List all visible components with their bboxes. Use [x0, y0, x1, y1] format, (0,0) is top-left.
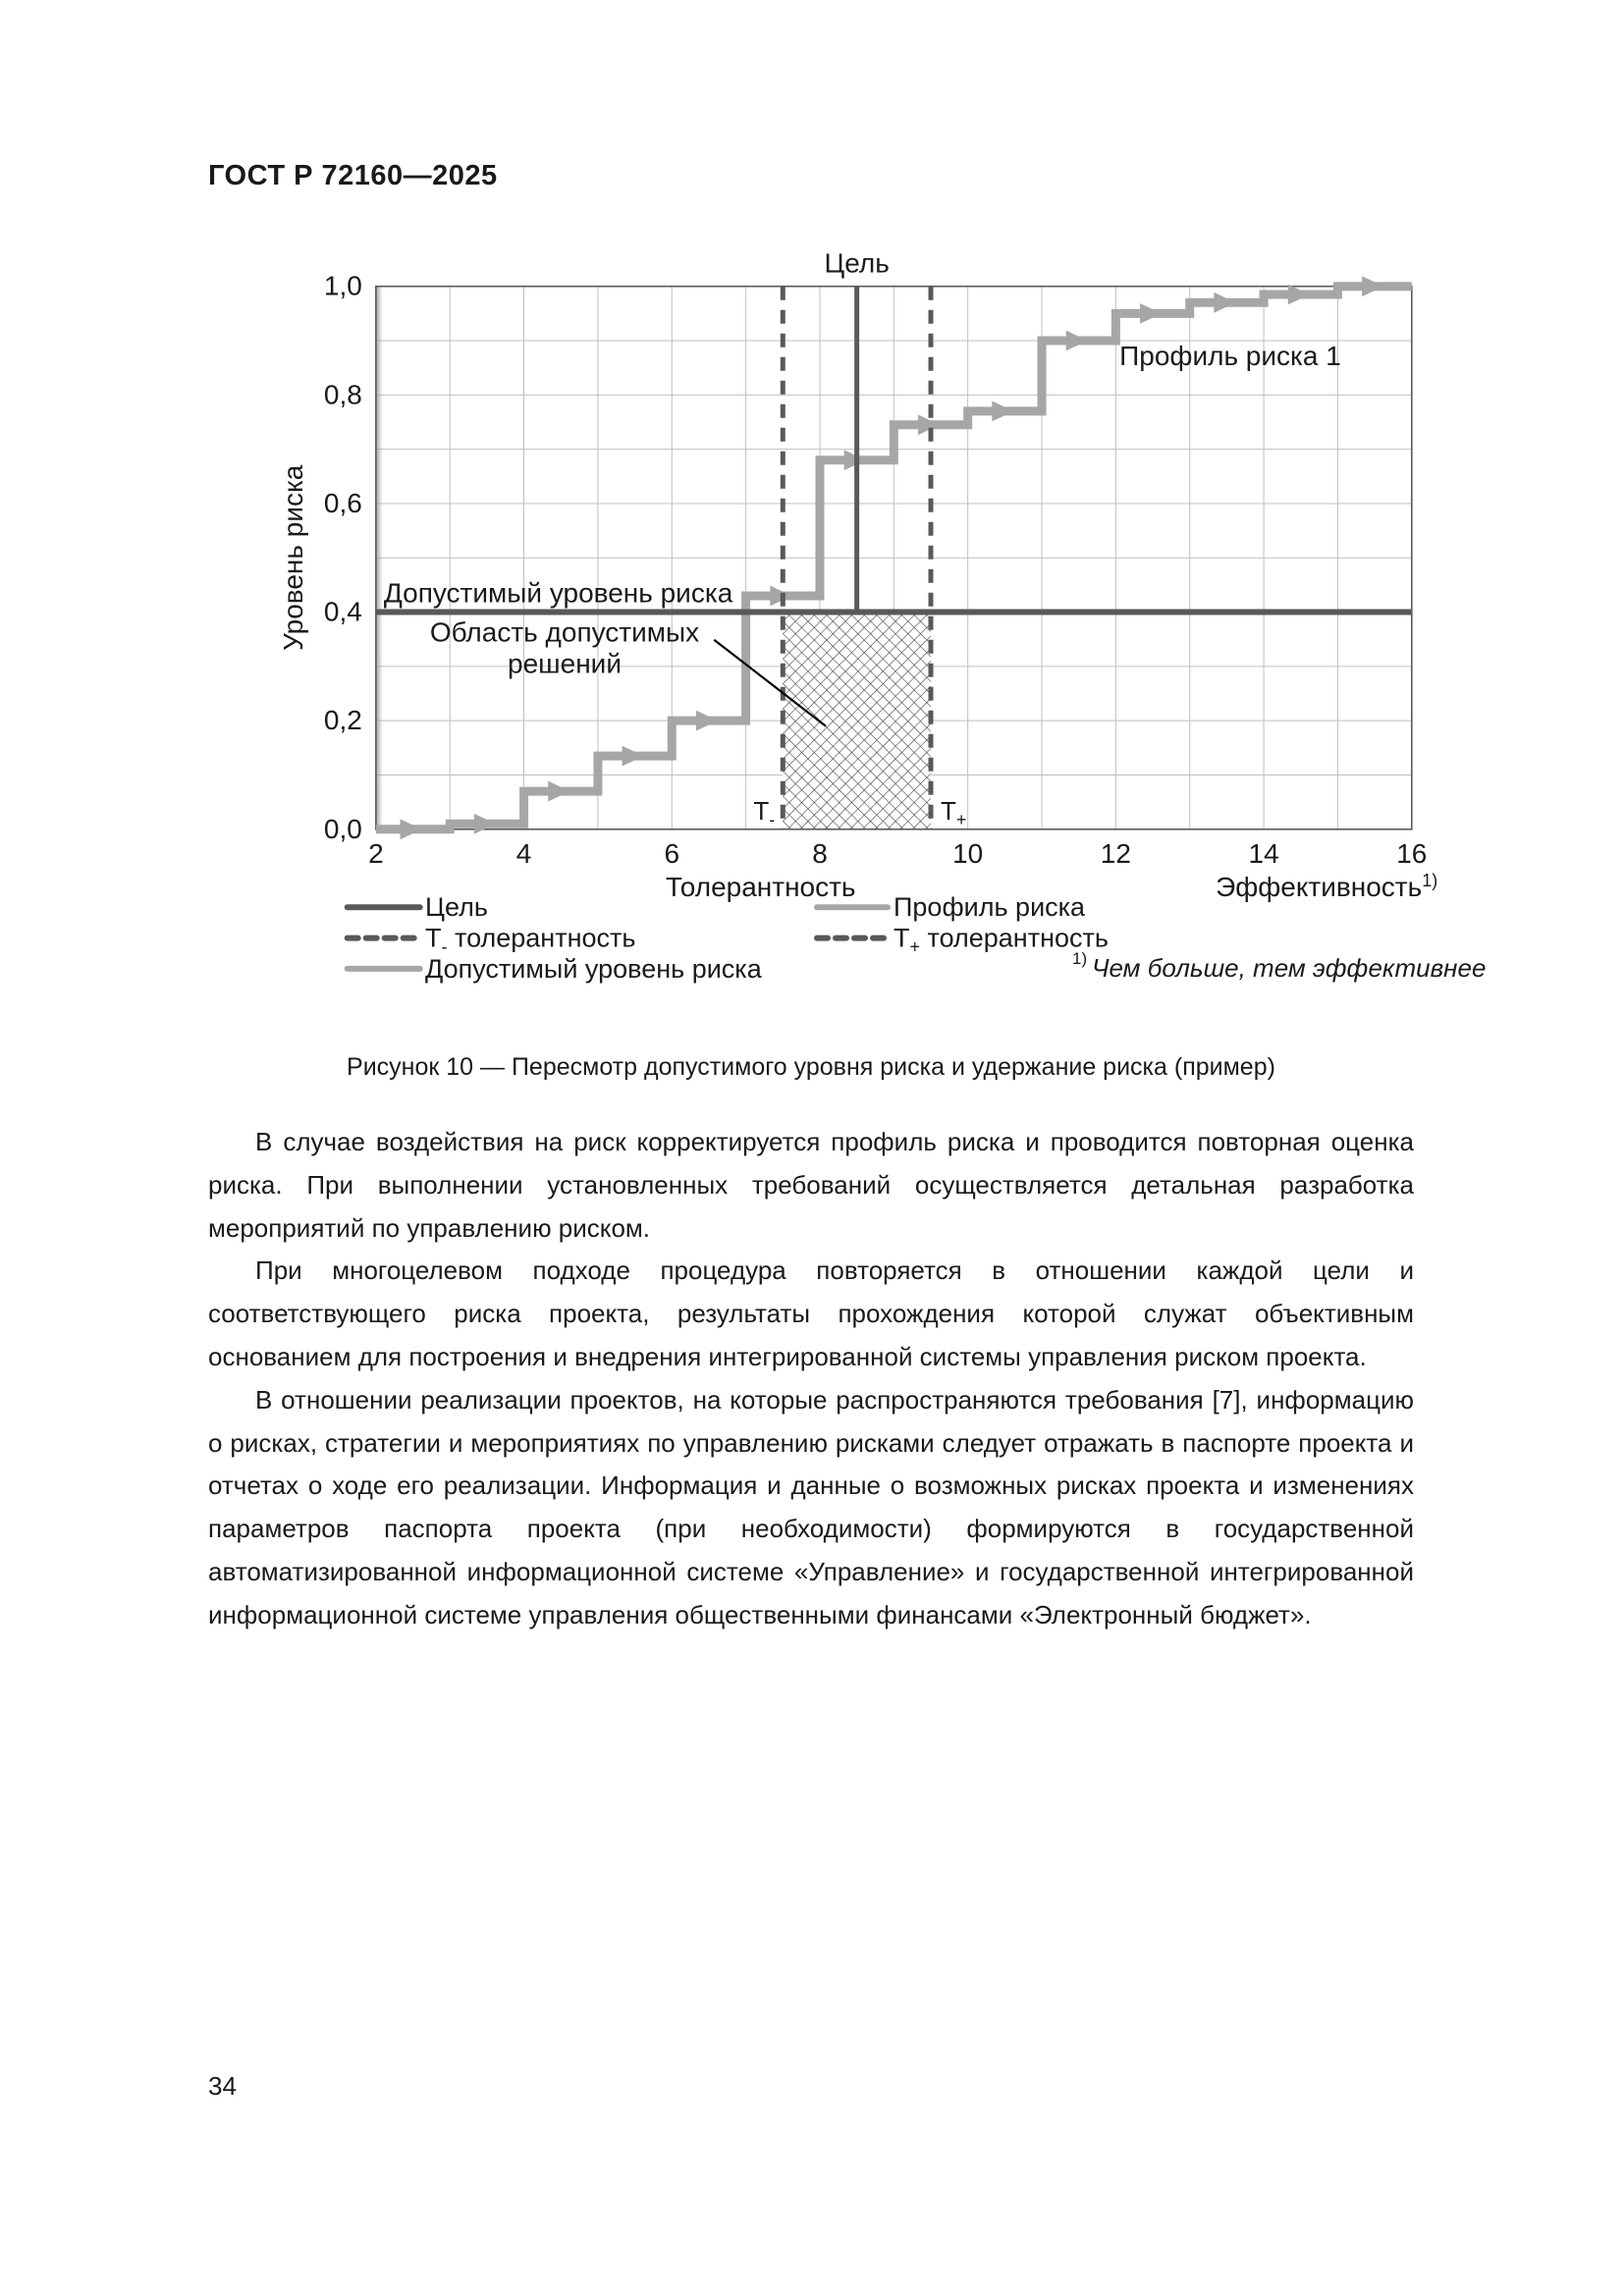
svg-text:решений: решений — [508, 649, 622, 679]
svg-text:Допустимый уровень риска: Допустимый уровень риска — [384, 578, 733, 609]
svg-text:0,8: 0,8 — [324, 379, 362, 409]
svg-text:12: 12 — [1101, 838, 1131, 869]
svg-text:0,2: 0,2 — [324, 705, 362, 735]
svg-text:Толерантность: Толерантность — [666, 872, 856, 902]
svg-text:Цель: Цель — [825, 248, 890, 279]
svg-text:4: 4 — [516, 838, 532, 869]
svg-text:Профиль риска: Профиль риска — [893, 892, 1086, 922]
svg-text:0,0: 0,0 — [324, 814, 362, 844]
svg-text:16: 16 — [1396, 838, 1427, 869]
svg-text:Эффективность1): Эффективность1) — [1216, 871, 1437, 902]
svg-text:T- толерантность: T- толерантность — [425, 924, 635, 957]
svg-text:10: 10 — [952, 838, 983, 869]
svg-text:Область допустимых: Область допустимых — [430, 617, 699, 648]
svg-text:8: 8 — [812, 838, 828, 869]
svg-text:0,6: 0,6 — [324, 488, 362, 518]
svg-text:14: 14 — [1249, 838, 1279, 869]
svg-text:Цель: Цель — [425, 892, 488, 922]
svg-text:0,4: 0,4 — [324, 597, 362, 627]
svg-text:1): 1) — [1072, 949, 1087, 968]
svg-text:Профиль риска 1: Профиль риска 1 — [1119, 341, 1341, 371]
svg-text:1,0: 1,0 — [324, 271, 362, 301]
svg-text:2: 2 — [368, 838, 384, 869]
svg-text:Чем больше, тем эффективнее: Чем больше, тем эффективнее — [1092, 953, 1486, 983]
svg-text:6: 6 — [664, 838, 679, 869]
svg-text:Допустимый уровень риска: Допустимый уровень риска — [425, 954, 763, 984]
svg-text:Уровень риска: Уровень риска — [278, 464, 308, 651]
